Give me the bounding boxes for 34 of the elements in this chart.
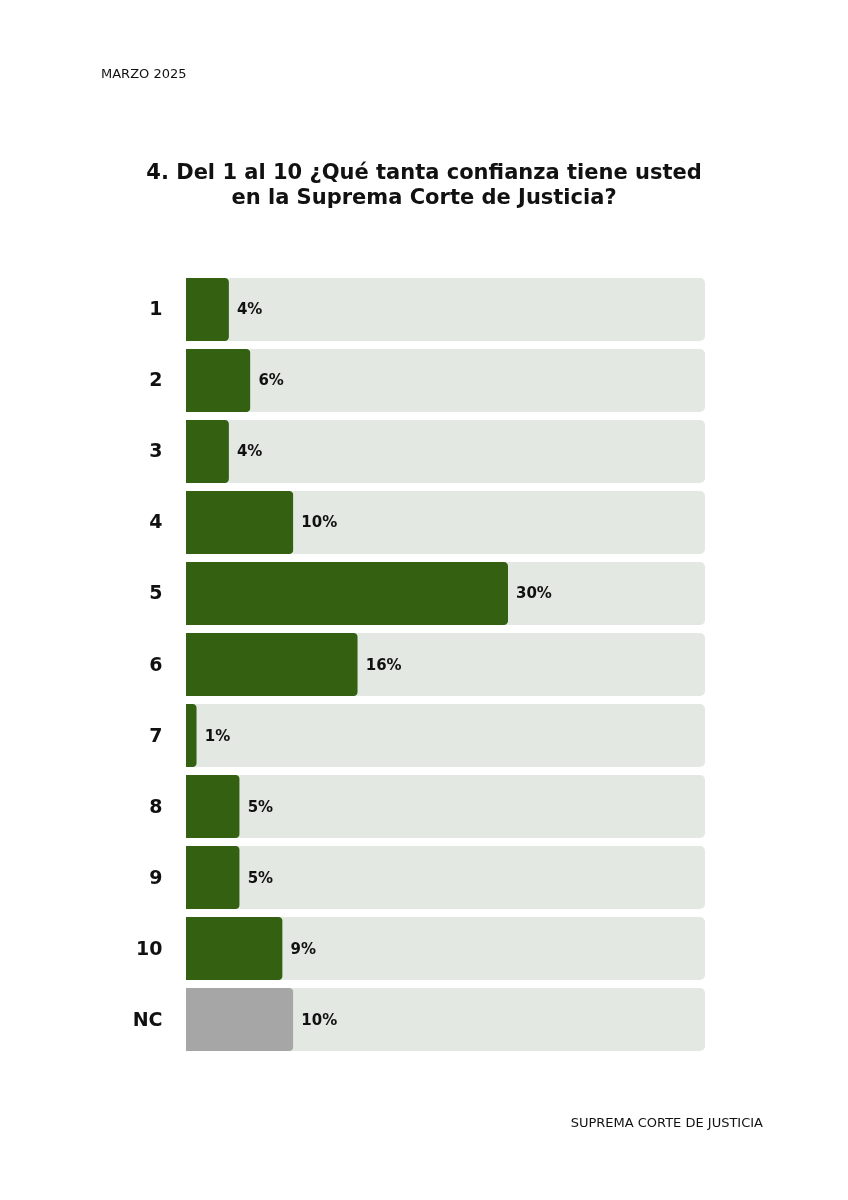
- chart-title: 4. Del 1 al 10 ¿Qué tanta confianza tiene usted en la Suprema Corte de Justicia?: [146, 160, 702, 209]
- bar: [186, 917, 283, 980]
- bar: [186, 846, 240, 909]
- data-label: 4%: [236, 300, 263, 319]
- y-tick-label: 8: [149, 794, 163, 817]
- bar: [186, 988, 294, 1051]
- data-label: 5%: [247, 868, 274, 887]
- data-label: 16%: [365, 655, 402, 674]
- bar: [186, 491, 294, 554]
- data-label: 10%: [301, 513, 338, 532]
- data-label: 6%: [258, 371, 284, 390]
- y-tick-label: NC: [132, 1007, 163, 1030]
- text: SUPREMA CORTE DE JUSTICIA: [570, 1115, 763, 1130]
- text: MARZO 2025: [101, 66, 187, 81]
- y-tick-label: 6: [149, 652, 163, 675]
- y-tick-label: 1: [149, 297, 163, 320]
- data-label: 5%: [247, 797, 274, 816]
- data-label: 1%: [204, 726, 231, 745]
- bar: [186, 349, 251, 412]
- data-label: 30%: [516, 584, 552, 603]
- bar: [186, 775, 240, 838]
- bar: [186, 704, 197, 767]
- y-tick-label: 10: [136, 936, 163, 959]
- data-label: 4%: [236, 442, 263, 461]
- data-label: 10%: [301, 1010, 338, 1029]
- y-tick-label: 3: [149, 439, 163, 462]
- bar: [186, 420, 229, 483]
- data-label: 9%: [290, 939, 317, 958]
- bar: [186, 278, 229, 341]
- y-tick-label: 9: [149, 865, 163, 888]
- y-tick-label: 2: [149, 368, 163, 391]
- y-tick-label: 7: [149, 723, 163, 746]
- y-tick-label: 4: [149, 510, 163, 533]
- y-tick-label: 5: [149, 581, 163, 604]
